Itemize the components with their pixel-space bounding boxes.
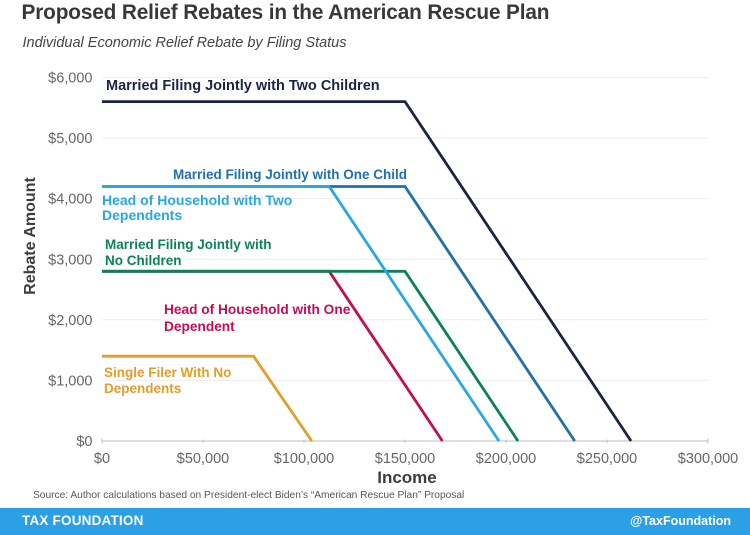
svg-text:$2,000: $2,000 [48, 313, 92, 329]
svg-text:$4,000: $4,000 [48, 192, 92, 208]
svg-text:$300,000: $300,000 [678, 451, 738, 467]
svg-text:$1,000: $1,000 [48, 374, 92, 390]
svg-text:$100,000: $100,000 [274, 451, 334, 467]
svg-text:$0: $0 [76, 434, 92, 450]
svg-text:$150,000: $150,000 [375, 451, 435, 467]
svg-text:$5,000: $5,000 [48, 131, 92, 147]
svg-text:$3,000: $3,000 [48, 252, 92, 268]
svg-text:$250,000: $250,000 [577, 451, 637, 467]
svg-text:$6,000: $6,000 [48, 71, 92, 87]
svg-text:$50,000: $50,000 [177, 451, 229, 467]
svg-text:$200,000: $200,000 [476, 451, 536, 467]
svg-text:$0: $0 [94, 451, 110, 467]
